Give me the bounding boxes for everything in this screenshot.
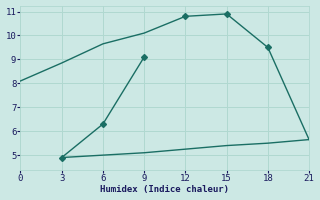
- X-axis label: Humidex (Indice chaleur): Humidex (Indice chaleur): [100, 185, 229, 194]
